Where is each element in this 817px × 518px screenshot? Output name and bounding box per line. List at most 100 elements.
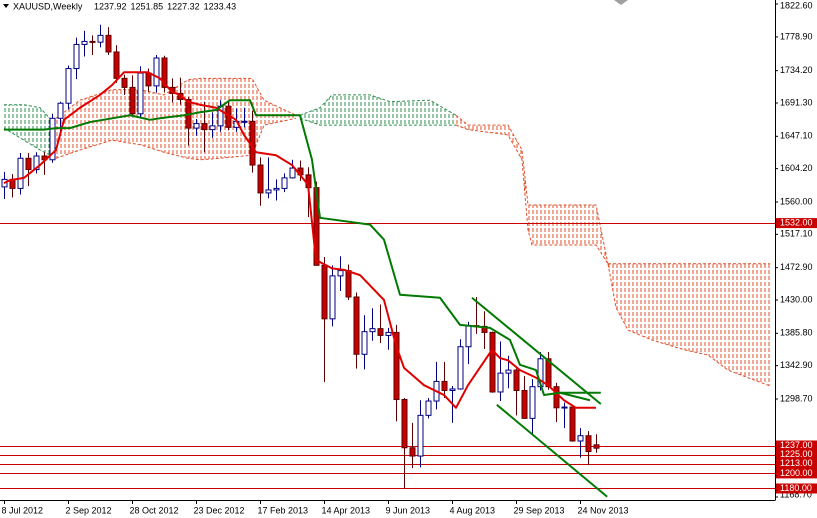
candle-body-down xyxy=(89,40,96,43)
candle-body-down xyxy=(321,264,328,320)
candle-body-down xyxy=(521,389,528,419)
y-tick-label: 1472.90 xyxy=(780,262,813,272)
candle-body-down xyxy=(105,34,112,53)
candle-body-down xyxy=(441,380,448,391)
y-tick-label: 1430.00 xyxy=(780,294,813,304)
x-tick-label: 8 Jul 2012 xyxy=(2,505,44,515)
level-label: 1200.00 xyxy=(780,468,813,478)
candle-body-up xyxy=(417,414,424,457)
candle-body-up xyxy=(193,123,200,129)
candle-body-down xyxy=(113,51,120,79)
symbol-title: XAUUSD,Weekly xyxy=(13,1,83,11)
candle-body-down xyxy=(121,77,128,88)
candle-body-up xyxy=(81,40,88,45)
candle-body-down xyxy=(489,331,496,393)
y-tick-label: 1604.20 xyxy=(780,163,813,173)
x-tick-label: 17 Feb 2013 xyxy=(258,505,309,515)
y-tick-label: 1778.90 xyxy=(780,31,813,41)
indicator-line xyxy=(496,404,608,498)
x-tick-label: 23 Dec 2012 xyxy=(194,505,245,515)
candle-body-down xyxy=(593,444,600,449)
candle-body-down xyxy=(553,386,560,409)
candle-body-up xyxy=(577,435,584,442)
y-tick-label: 1647.10 xyxy=(780,131,813,141)
y-tick-label: 1517.10 xyxy=(780,229,813,239)
ohlc-close: 1233.43 xyxy=(204,1,237,11)
ohlc-readout: 1237.92 1251.85 1227.32 1233.43 xyxy=(94,1,236,11)
candle-body-down xyxy=(377,328,384,336)
cloud-area xyxy=(56,78,296,160)
candle-body-up xyxy=(505,369,512,374)
candle-body-up xyxy=(97,34,104,43)
candle-body-up xyxy=(361,331,368,355)
y-tick-label: 1734.20 xyxy=(780,65,813,75)
cloud-area xyxy=(300,94,456,126)
candle-body-up xyxy=(337,270,344,277)
candle-body-up xyxy=(281,177,288,189)
candle-body-up xyxy=(33,155,40,171)
candle-body-up xyxy=(17,157,24,189)
candle-body-up xyxy=(209,125,216,131)
level-label-box xyxy=(776,440,817,451)
candle-body-down xyxy=(345,270,352,298)
level-label: 1180.00 xyxy=(780,483,812,493)
x-tick-label: 28 Oct 2012 xyxy=(130,505,179,515)
scroll-marker xyxy=(614,0,628,5)
level-label: 1213.00 xyxy=(780,458,813,468)
y-tick-label: 1168.70 xyxy=(780,489,812,499)
dropdown-icon[interactable] xyxy=(3,4,9,8)
level-label-box xyxy=(776,468,817,479)
y-tick-label: 1822.60 xyxy=(780,0,813,10)
level-label: 1237.00 xyxy=(780,440,813,450)
x-tick-label: 29 Sep 2013 xyxy=(514,505,565,515)
candle-body-up xyxy=(241,120,248,123)
candle-body-up xyxy=(137,72,144,115)
candle-body-up xyxy=(57,102,64,119)
x-tick-label: 24 Nov 2013 xyxy=(578,505,629,515)
indicator-line xyxy=(4,99,591,402)
level-label: 1225.00 xyxy=(780,449,813,459)
indicator-line xyxy=(471,296,602,405)
cloud-edge xyxy=(299,117,456,126)
candle-body-up xyxy=(449,388,456,391)
candle-body-down xyxy=(257,164,264,194)
ohlc-open: 1237.92 xyxy=(94,1,127,11)
candle-body-up xyxy=(385,331,392,336)
level-label-box xyxy=(776,458,817,469)
candle-body-up xyxy=(265,189,272,194)
cloud-area xyxy=(608,263,770,386)
candle-body-down xyxy=(353,296,360,355)
candle-body-up xyxy=(289,167,296,179)
candle-body-up xyxy=(529,386,536,419)
candle-body-down xyxy=(569,406,576,442)
candle-body-down xyxy=(409,447,416,457)
x-tick-label: 14 Apr 2013 xyxy=(322,505,371,515)
candle-body-down xyxy=(129,86,136,115)
level-label-box xyxy=(776,449,817,460)
x-tick-label: 9 Jun 2013 xyxy=(386,505,431,515)
candle-body-up xyxy=(329,275,336,320)
candle-body-up xyxy=(465,325,472,348)
level-label: 1532.00 xyxy=(780,217,813,227)
y-tick-label: 1560.00 xyxy=(780,196,813,206)
candle-body-down xyxy=(25,157,32,171)
cloud-area xyxy=(4,104,56,159)
candle-body-up xyxy=(561,406,568,409)
candle-body-up xyxy=(425,400,432,416)
cloud-edge xyxy=(455,124,609,265)
cloud-edge xyxy=(455,114,609,264)
y-tick-label: 1298.70 xyxy=(780,393,813,403)
level-label-box xyxy=(776,483,817,494)
candle-body-down xyxy=(145,72,152,87)
level-label-box xyxy=(776,218,817,229)
cloud-edge xyxy=(607,263,771,387)
candle-body-up xyxy=(457,346,464,390)
ohlc-low: 1227.32 xyxy=(167,1,200,11)
y-tick-label: 1342.90 xyxy=(780,360,813,370)
cloud-edge xyxy=(299,94,457,116)
candle-body-down xyxy=(393,331,400,401)
x-tick-label: 4 Aug 2013 xyxy=(450,505,496,515)
